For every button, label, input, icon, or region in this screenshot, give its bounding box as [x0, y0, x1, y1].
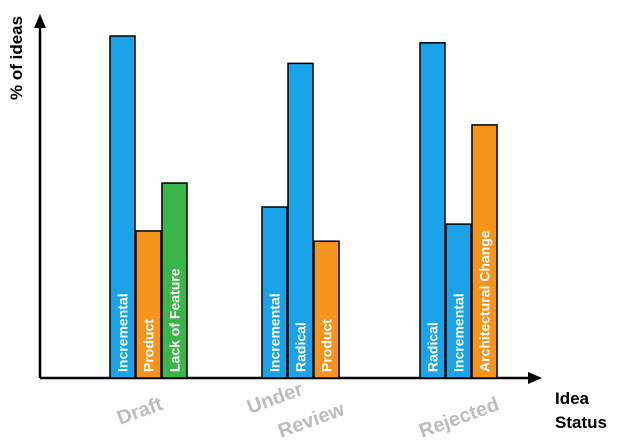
bar-label: Product: [141, 319, 157, 372]
bar: [313, 240, 340, 379]
category-label: Draft: [114, 393, 166, 430]
bar: [161, 182, 188, 379]
x-axis-label-line2: Status: [555, 413, 607, 432]
y-axis-label: % of ideas: [7, 16, 26, 100]
category-label: Rejected: [416, 394, 502, 443]
bar-label: Lack of Feature: [167, 268, 183, 372]
x-axis-label-line1: Idea: [555, 389, 590, 408]
bar: [287, 62, 314, 379]
bar: [471, 124, 498, 379]
bars-layer: Incremental Product Lack of Feature Increme…: [109, 35, 498, 379]
bar: [261, 206, 288, 379]
bar: [109, 35, 136, 379]
bar: [135, 230, 162, 379]
x-axis-arrow: [528, 372, 542, 384]
bar: [419, 42, 446, 379]
bar-label: Incremental: [451, 293, 467, 372]
y-axis-arrow: [34, 14, 46, 28]
bar-label: Radical: [425, 322, 441, 372]
bar-label: Incremental: [115, 293, 131, 372]
bar-label: Radical: [293, 322, 309, 372]
bar-label: Architectural Change: [477, 230, 493, 372]
bar-label: Product: [319, 319, 335, 372]
bar: [445, 223, 472, 379]
bar-label: Incremental: [267, 293, 283, 372]
category-label: Under: [244, 378, 306, 419]
